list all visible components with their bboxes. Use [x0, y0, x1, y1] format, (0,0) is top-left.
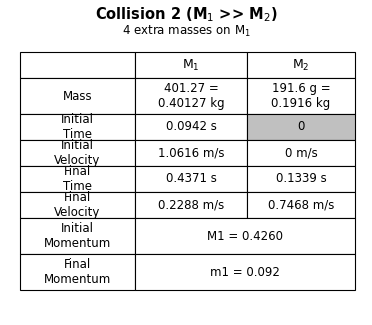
Text: 0.2288 m/s: 0.2288 m/s: [158, 199, 224, 212]
Bar: [135, 192, 247, 218]
Bar: [135, 114, 247, 140]
Bar: [135, 218, 355, 254]
Bar: [135, 166, 247, 192]
Text: Initial
Time: Initial Time: [61, 113, 94, 141]
Text: 4 extra masses on M$_1$: 4 extra masses on M$_1$: [122, 23, 250, 39]
Text: 0.7468 m/s: 0.7468 m/s: [268, 199, 334, 212]
Text: Final
Time: Final Time: [63, 165, 92, 193]
Text: 0.1339 s: 0.1339 s: [276, 173, 326, 186]
Text: M$_2$: M$_2$: [292, 58, 310, 72]
Text: 0 m/s: 0 m/s: [285, 147, 317, 160]
Bar: [20, 140, 135, 166]
Bar: [247, 114, 355, 140]
Text: 191.6 g =
0.1916 kg: 191.6 g = 0.1916 kg: [272, 82, 331, 110]
Text: 401.27 =
0.40127 kg: 401.27 = 0.40127 kg: [158, 82, 224, 110]
Text: Collision 2 (M$_1$ >> M$_2$): Collision 2 (M$_1$ >> M$_2$): [95, 6, 277, 24]
Text: 0: 0: [297, 121, 305, 134]
Bar: [20, 52, 135, 78]
Text: Initial
Velocity: Initial Velocity: [54, 139, 101, 167]
Text: M$_1$: M$_1$: [182, 58, 200, 72]
Bar: [247, 192, 355, 218]
Bar: [20, 166, 135, 192]
Bar: [135, 52, 247, 78]
Bar: [247, 166, 355, 192]
Text: Final
Velocity: Final Velocity: [54, 191, 101, 219]
Text: M1 = 0.4260: M1 = 0.4260: [207, 229, 283, 242]
Text: m1 = 0.092: m1 = 0.092: [210, 266, 280, 279]
Text: 0.4371 s: 0.4371 s: [166, 173, 217, 186]
Bar: [247, 140, 355, 166]
Bar: [20, 254, 135, 290]
Bar: [20, 218, 135, 254]
Text: 0.0942 s: 0.0942 s: [166, 121, 217, 134]
Bar: [20, 192, 135, 218]
Bar: [247, 78, 355, 114]
Bar: [20, 114, 135, 140]
Text: 1.0616 m/s: 1.0616 m/s: [158, 147, 224, 160]
Bar: [135, 78, 247, 114]
Bar: [135, 254, 355, 290]
Text: Mass: Mass: [63, 89, 92, 102]
Text: Initial
Momentum: Initial Momentum: [44, 222, 111, 250]
Bar: [135, 140, 247, 166]
Bar: [247, 52, 355, 78]
Text: Final
Momentum: Final Momentum: [44, 258, 111, 286]
Bar: [20, 78, 135, 114]
